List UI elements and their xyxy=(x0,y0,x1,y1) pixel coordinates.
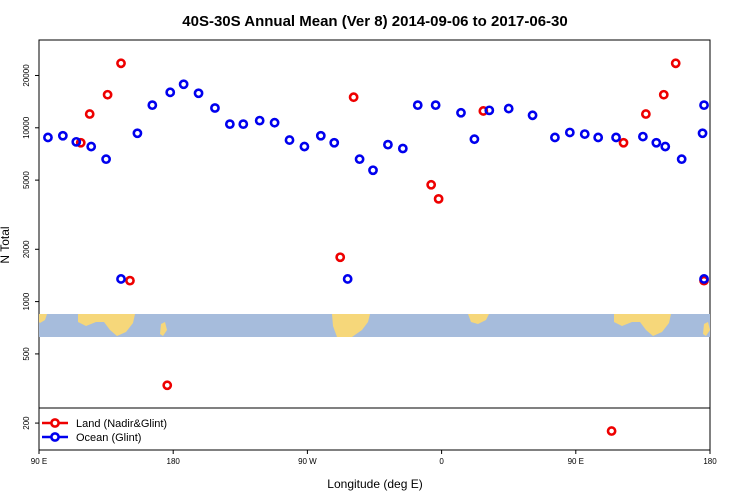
point-ocean xyxy=(57,130,68,141)
chart-title: 40S-30S Annual Mean (Ver 8) 2014-09-06 t… xyxy=(182,13,567,30)
point-ocean xyxy=(238,119,249,130)
point-land xyxy=(670,58,681,69)
x-tick-label: 90 W xyxy=(298,457,317,466)
legend-label-ocean: Ocean (Glint) xyxy=(76,432,141,444)
x-tick-label: 180 xyxy=(167,457,181,466)
x-tick-label: 90 E xyxy=(31,457,47,466)
point-ocean xyxy=(284,135,295,145)
point-land xyxy=(618,137,629,148)
point-ocean xyxy=(383,139,393,150)
legend: Land (Nadir&Glint) Ocean (Glint) xyxy=(39,407,710,444)
point-ocean xyxy=(193,88,204,99)
y-tick-label: 500 xyxy=(22,347,31,361)
point-land xyxy=(102,89,113,100)
y-tick-label: 20000 xyxy=(22,64,31,87)
legend-label-land: Land (Nadir&Glint) xyxy=(76,418,167,430)
point-land xyxy=(658,89,669,100)
map-land-southern-africa xyxy=(468,314,489,324)
y-tick-label: 1000 xyxy=(22,292,31,310)
map-land-africa-tip xyxy=(39,314,47,323)
plot-frame xyxy=(38,39,711,451)
point-ocean xyxy=(660,141,671,152)
map-land-new-zealand xyxy=(160,322,167,336)
point-land xyxy=(348,92,359,103)
point-ocean xyxy=(354,154,365,165)
point-ocean xyxy=(676,154,687,165)
map-land-australia-repeat xyxy=(614,314,671,336)
point-ocean xyxy=(697,128,708,139)
point-ocean xyxy=(315,130,326,141)
point-ocean xyxy=(210,103,220,113)
point-land xyxy=(84,109,95,119)
point-ocean xyxy=(550,132,560,143)
point-ocean xyxy=(43,132,53,143)
point-ocean xyxy=(178,79,189,90)
x-axis-title: Longitude (deg E) xyxy=(327,477,422,491)
point-ocean xyxy=(430,100,441,111)
x-tick-label: 90 E xyxy=(568,457,584,466)
x-axis: 90 E 180 90 W 0 90 E 180 xyxy=(31,450,717,466)
point-ocean xyxy=(397,143,408,154)
point-ocean xyxy=(132,128,143,139)
point-ocean xyxy=(116,274,126,284)
map-ocean xyxy=(39,314,710,337)
point-land xyxy=(335,252,346,263)
y-axis-title: N Total xyxy=(0,226,12,263)
data-points xyxy=(43,58,709,436)
world-map-strip xyxy=(39,314,710,337)
point-ocean xyxy=(342,274,353,284)
point-ocean xyxy=(638,131,648,142)
y-axis: 200 500 1000 2000 5000 10000 20000 xyxy=(22,64,39,430)
point-ocean xyxy=(86,141,97,152)
point-ocean xyxy=(368,165,378,176)
x-tick-label: 0 xyxy=(439,457,444,466)
point-ocean xyxy=(412,100,423,111)
point-ocean xyxy=(699,100,709,111)
point-land xyxy=(162,380,173,391)
point-land xyxy=(606,426,617,436)
y-tick-label: 2000 xyxy=(22,240,31,258)
point-land xyxy=(426,179,437,190)
point-ocean xyxy=(699,274,709,284)
point-ocean xyxy=(651,137,662,148)
point-ocean xyxy=(147,100,158,111)
legend-marker-ocean xyxy=(50,432,60,442)
y-tick-label: 200 xyxy=(22,416,31,430)
point-land xyxy=(433,193,444,204)
map-land-australia xyxy=(78,314,135,336)
point-ocean xyxy=(484,105,495,116)
point-ocean xyxy=(579,129,590,139)
legend-items: Land (Nadir&Glint) Ocean (Glint) xyxy=(42,418,167,444)
point-ocean xyxy=(456,107,466,118)
point-ocean xyxy=(564,127,575,138)
point-ocean xyxy=(224,119,235,130)
point-ocean xyxy=(299,141,310,152)
point-ocean xyxy=(269,117,280,128)
point-ocean xyxy=(329,137,340,148)
point-ocean xyxy=(71,136,82,147)
point-ocean xyxy=(165,87,176,98)
point-ocean xyxy=(593,132,604,143)
point-ocean xyxy=(469,134,480,145)
point-ocean xyxy=(101,154,111,165)
map-land-south-america xyxy=(332,314,370,337)
point-land xyxy=(116,58,126,69)
x-tick-label: 180 xyxy=(703,457,717,466)
point-ocean xyxy=(611,132,621,143)
point-land xyxy=(125,275,135,286)
point-ocean xyxy=(254,115,265,126)
legend-marker-land xyxy=(50,418,60,428)
point-land xyxy=(75,137,86,148)
point-ocean xyxy=(527,110,538,121)
point-land xyxy=(640,109,651,119)
y-tick-label: 10000 xyxy=(22,116,31,139)
y-tick-label: 5000 xyxy=(22,171,31,189)
map-land-new-zealand-repeat xyxy=(703,322,710,336)
point-ocean xyxy=(503,103,514,114)
